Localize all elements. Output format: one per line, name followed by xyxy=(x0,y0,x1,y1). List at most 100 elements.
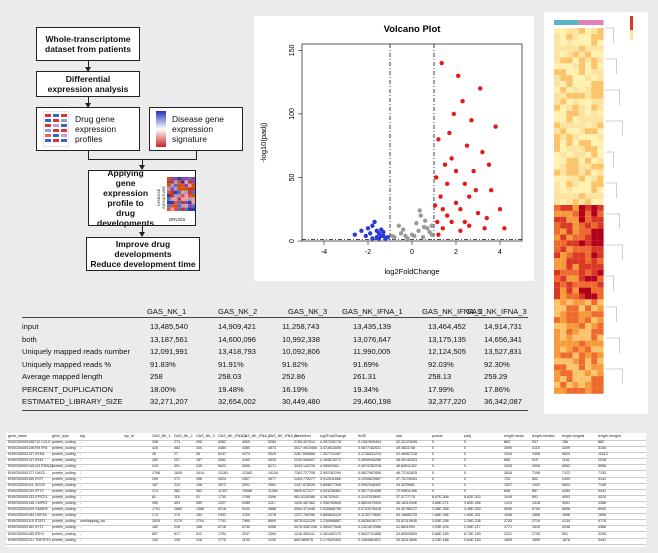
heatmap-cell xyxy=(597,175,604,182)
data-table-cell: 0.1321672986 xyxy=(358,525,381,530)
heatmap-cell xyxy=(566,376,573,382)
data-table-col-header: length.median xyxy=(532,434,555,438)
heatmap-cell xyxy=(597,275,604,282)
data-table-cell: 289 xyxy=(196,501,202,505)
heatmap-cell xyxy=(554,199,561,205)
heatmap-cell xyxy=(566,346,573,353)
heatmap-cell xyxy=(585,340,592,347)
drug-matrix-cell xyxy=(170,177,175,181)
data-table-cell: 0 xyxy=(432,446,434,451)
drug-matrix-cell xyxy=(174,190,178,194)
data-table-cell: 1659 xyxy=(532,537,540,542)
data-table-cell: 5554.371948 xyxy=(294,507,315,512)
heatmap-cell xyxy=(572,81,579,87)
volcano-point xyxy=(442,162,448,167)
heatmap-cell xyxy=(554,181,561,188)
data-table-cell: 182 xyxy=(152,525,158,530)
heatmap-cell xyxy=(554,323,561,329)
heatmap-cell xyxy=(554,269,561,276)
data-table-cell: 5284 xyxy=(268,440,276,444)
data-table-cell: 426 xyxy=(152,446,158,451)
heatmap-cell xyxy=(566,28,573,34)
heatmap-cell xyxy=(597,216,604,223)
heatmap-cell xyxy=(554,51,561,58)
heatmap-cell xyxy=(572,181,579,188)
heatmap-cell xyxy=(585,328,592,335)
heatmap-cell xyxy=(597,151,604,158)
heatmap-cell xyxy=(554,92,561,99)
heatmap-cell xyxy=(560,258,567,264)
data-table-cell: 4307 xyxy=(242,476,250,481)
data-table-cell: protein_coding xyxy=(52,452,76,457)
heatmap-svg xyxy=(554,16,633,394)
drug-matrix-cell xyxy=(170,197,175,201)
heatmap-cell xyxy=(597,281,604,288)
data-table-cell: 4525 xyxy=(268,458,276,463)
volcano-point xyxy=(453,200,459,206)
heatmap-cell xyxy=(566,370,573,377)
heatmap-cell xyxy=(572,382,579,388)
data-table-cell: 0.1130770683 xyxy=(358,513,381,518)
heatmap-cell xyxy=(554,358,561,365)
heatmap-cell xyxy=(585,293,592,300)
stats-cell: 19.48% xyxy=(218,384,244,394)
data-table-cell: 3.865834125 xyxy=(320,513,341,518)
heatmap-cell xyxy=(572,299,579,306)
data-table-cell: 1418 xyxy=(532,501,540,505)
heatmap-cell xyxy=(554,352,561,359)
drug-matrix-cell xyxy=(191,190,196,194)
heatmap-cell xyxy=(591,63,598,70)
data-table-cell: 3.80E-266 xyxy=(464,501,481,505)
data-table-cell: ENSG00000121 TNFSF10 xyxy=(8,537,51,542)
stats-cell: 92.30% xyxy=(484,359,510,369)
heatmap-cell xyxy=(554,134,561,141)
heatmap-cell xyxy=(572,358,579,365)
heatmap-cell xyxy=(591,252,598,259)
data-table-cell: - xyxy=(80,476,82,481)
heatmap-cell xyxy=(560,122,567,129)
heatmap-cell xyxy=(591,51,598,58)
data-table-cell: - xyxy=(80,537,82,542)
stats-row-label: Uniquely mapped reads % xyxy=(22,359,112,369)
data-table-cell: 1730 xyxy=(218,494,226,499)
data-table-cell: 0.0895908286 xyxy=(358,458,381,463)
heatmap-cell xyxy=(572,287,579,294)
data-table-cell: 6271 xyxy=(268,464,276,469)
table-row: ENSG00000126709 IFI6 protein_coding - 426 48… xyxy=(6,446,646,454)
data-table-col-header: length.longest xyxy=(562,434,585,438)
flow-step-dataset: Whole-transcriptome dataset from patient… xyxy=(36,27,140,61)
data-table-cell: - xyxy=(80,488,82,493)
volcano-x-tick-label: 2 xyxy=(454,249,458,256)
heatmap-cell xyxy=(585,228,592,235)
heatmap-cell xyxy=(585,122,592,129)
data-table-cell: 149 xyxy=(174,537,180,542)
heatmap-cell xyxy=(554,175,561,182)
heatmap-cell xyxy=(591,69,598,76)
heatmap-cell xyxy=(572,140,579,146)
data-table-cell: ENSG00000182 IFIT1 xyxy=(8,525,44,530)
heatmap-cell xyxy=(566,122,573,129)
data-table-cell: 0.0622741888 xyxy=(358,531,381,536)
data-table-col-header: log2FoldChange xyxy=(320,434,347,438)
stats-cell: 13,418,793 xyxy=(218,347,257,356)
heatmap-cell xyxy=(591,216,598,223)
data-table-cell: 39.4833738 xyxy=(396,446,415,451)
heatmap-cell xyxy=(585,33,592,40)
volcano-point xyxy=(449,156,454,161)
heatmap-cell xyxy=(597,51,604,58)
heatmap-cell xyxy=(591,205,598,211)
volcano-point xyxy=(429,223,434,228)
heatmap-cell xyxy=(585,252,592,259)
data-table-col-header: length.merged xyxy=(598,434,621,438)
data-table-cell: 1.86E-256 xyxy=(432,513,449,518)
table-row: ENSG00000185 IFIH1 protein_coding - 897 617 5… xyxy=(6,532,646,539)
data-table-cell: 9216 xyxy=(218,507,226,512)
heatmap-cell xyxy=(585,163,592,170)
data-table-cell: protein_coding xyxy=(52,446,76,451)
drug-matrix-cell xyxy=(177,194,182,198)
data-table-cell: 4.36952061 xyxy=(320,464,339,469)
data-table-cell: 1026.387462 xyxy=(294,501,315,505)
heatmap-cell xyxy=(591,98,598,105)
volcano-point xyxy=(482,226,487,231)
data-table-cell: - xyxy=(80,452,82,457)
